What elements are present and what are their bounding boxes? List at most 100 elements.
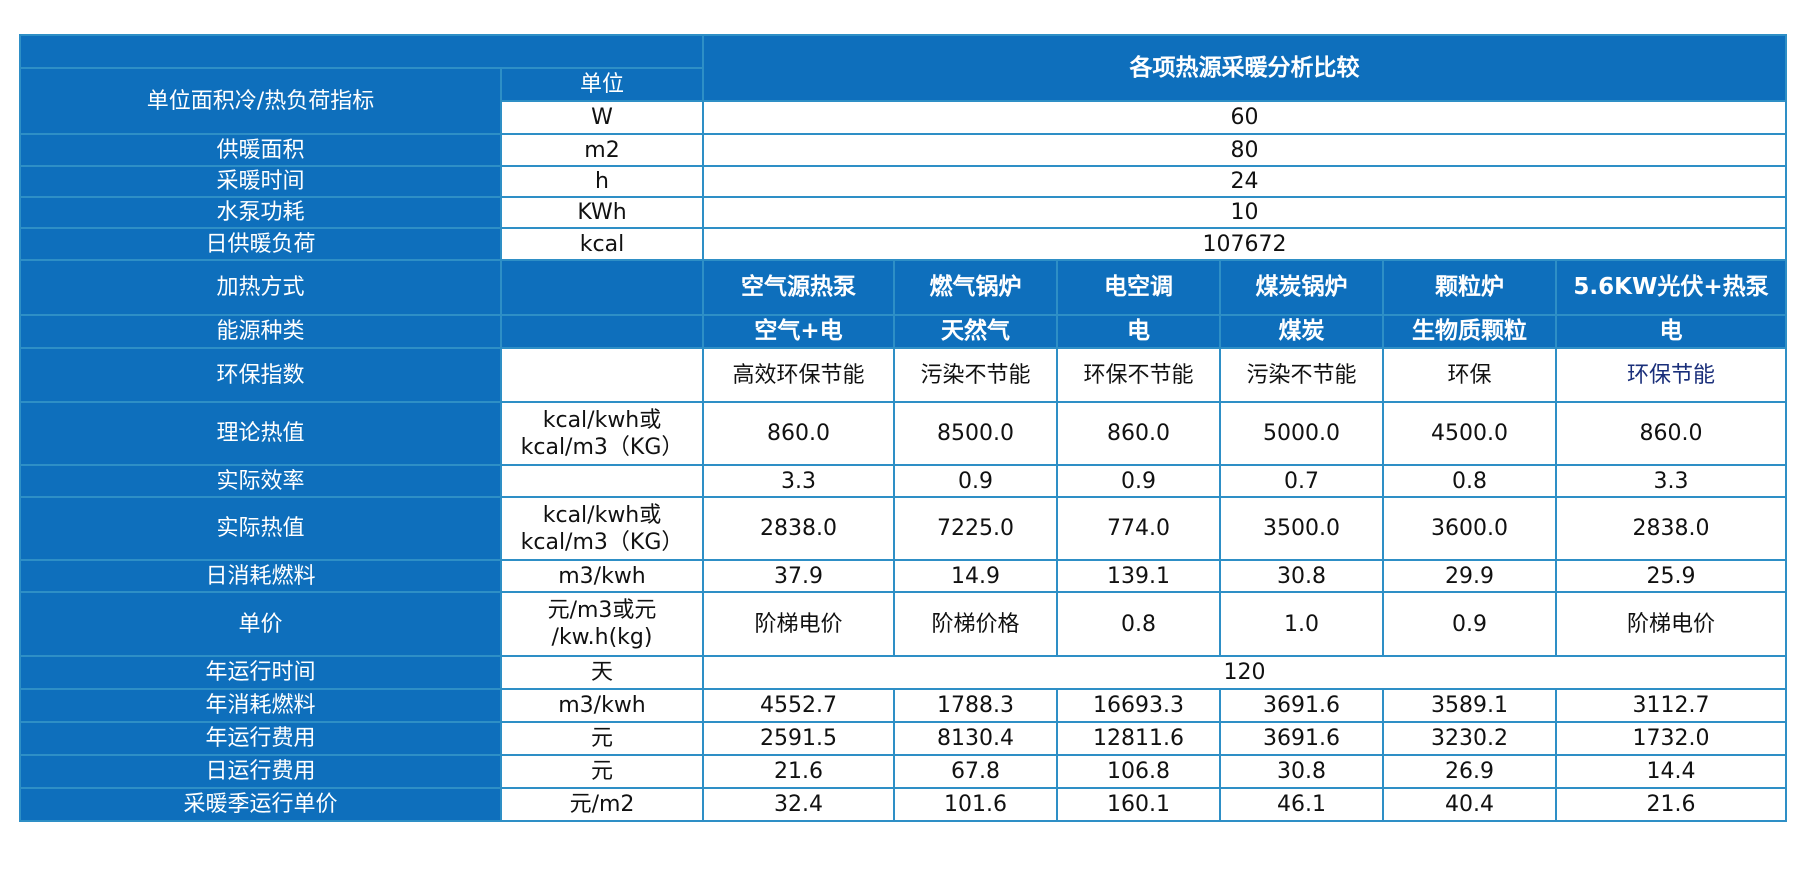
data-cell: 32.4 (702, 787, 895, 822)
heating-method-cell: 5.6KW光伏+热泵 (1555, 259, 1787, 316)
data-cell: 1788.3 (893, 688, 1058, 723)
heating-method-cell: 燃气锅炉 (893, 259, 1058, 316)
data-cell: 860.0 (1056, 401, 1221, 466)
energy-type-cell: 天然气 (893, 314, 1058, 349)
data-cell: 3.3 (702, 464, 895, 498)
param-label: 单位面积冷/热负荷指标 (19, 67, 502, 135)
data-cell: 21.6 (702, 754, 895, 789)
row-unit: 天 (500, 655, 704, 690)
data-cell: 2838.0 (702, 496, 895, 561)
row-label: 实际热值 (19, 496, 502, 561)
data-cell: 环保节能 (1555, 347, 1787, 403)
unit-line: /kw.h(kg) (551, 625, 653, 650)
row-label: 日消耗燃料 (19, 559, 502, 593)
param-value: 60 (702, 100, 1787, 135)
param-value: 10 (702, 196, 1787, 229)
data-cell: 860.0 (702, 401, 895, 466)
row-unit (500, 347, 704, 403)
data-cell: 774.0 (1056, 496, 1221, 561)
data-cell: 860.0 (1555, 401, 1787, 466)
data-cell: 3230.2 (1382, 721, 1557, 756)
row-label: 环保指数 (19, 347, 502, 403)
unit-line: kcal/m3（KG） (520, 529, 684, 555)
data-cell: 46.1 (1219, 787, 1384, 822)
row-label: 加热方式 (19, 259, 502, 316)
data-cell: 污染不节能 (893, 347, 1058, 403)
param-value: 107672 (702, 227, 1787, 261)
data-cell: 30.8 (1219, 559, 1384, 593)
row-label: 年消耗燃料 (19, 688, 502, 723)
data-cell: 3691.6 (1219, 688, 1384, 723)
data-cell: 0.8 (1056, 591, 1221, 657)
data-cell: 30.8 (1219, 754, 1384, 789)
row-unit: m3/kwh (500, 688, 704, 723)
energy-type-cell: 煤炭 (1219, 314, 1384, 349)
heat-source-comparison-table: 各项热源采暖分析比较 单位面积冷/热负荷指标 单位 W 60 供暖面积 m2 8… (19, 34, 1787, 822)
data-cell: 7225.0 (893, 496, 1058, 561)
data-cell: 3691.6 (1219, 721, 1384, 756)
data-cell: 4500.0 (1382, 401, 1557, 466)
data-cell: 16693.3 (1056, 688, 1221, 723)
data-cell: 25.9 (1555, 559, 1787, 593)
param-unit: h (500, 165, 704, 198)
param-unit: KWh (500, 196, 704, 229)
row-label: 年运行费用 (19, 721, 502, 756)
data-cell: 139.1 (1056, 559, 1221, 593)
data-cell: 26.9 (1382, 754, 1557, 789)
data-cell: 21.6 (1555, 787, 1787, 822)
row-unit: 元/m3或元/kw.h(kg) (500, 591, 704, 657)
data-cell: 8500.0 (893, 401, 1058, 466)
row-label: 年运行时间 (19, 655, 502, 690)
data-cell: 8130.4 (893, 721, 1058, 756)
unit-line: kcal/kwh或 (542, 407, 662, 433)
param-label: 水泵功耗 (19, 196, 502, 229)
data-cell: 12811.6 (1056, 721, 1221, 756)
data-cell: 阶梯电价 (1555, 591, 1787, 657)
row-unit (500, 259, 704, 316)
data-cell: 2838.0 (1555, 496, 1787, 561)
row-unit: kcal/kwh或 kcal/m3（KG） (500, 496, 704, 561)
row-unit: m3/kwh (500, 559, 704, 593)
energy-type-cell: 电 (1555, 314, 1787, 349)
data-cell: 3.3 (1555, 464, 1787, 498)
row-label: 实际效率 (19, 464, 502, 498)
data-cell: 160.1 (1056, 787, 1221, 822)
top-left-header-cell (19, 34, 704, 69)
data-cell: 14.9 (893, 559, 1058, 593)
data-cell: 14.4 (1555, 754, 1787, 789)
unit-line: kcal/kwh或 (542, 502, 662, 528)
data-cell: 3600.0 (1382, 496, 1557, 561)
data-cell: 高效环保节能 (702, 347, 895, 403)
data-cell: 67.8 (893, 754, 1058, 789)
param-label: 采暖时间 (19, 165, 502, 198)
data-cell: 0.9 (1056, 464, 1221, 498)
data-cell: 4552.7 (702, 688, 895, 723)
row-label: 采暖季运行单价 (19, 787, 502, 822)
data-cell: 1732.0 (1555, 721, 1787, 756)
row-label: 日运行费用 (19, 754, 502, 789)
data-cell: 29.9 (1382, 559, 1557, 593)
data-cell: 40.4 (1382, 787, 1557, 822)
param-unit: m2 (500, 133, 704, 167)
energy-type-cell: 电 (1056, 314, 1221, 349)
param-value: 24 (702, 165, 1787, 198)
data-cell: 3500.0 (1219, 496, 1384, 561)
data-cell: 环保 (1382, 347, 1557, 403)
data-cell: 阶梯电价 (702, 591, 895, 657)
energy-type-cell: 生物质颗粒 (1382, 314, 1557, 349)
row-unit: 元 (500, 754, 704, 789)
data-cell: 污染不节能 (1219, 347, 1384, 403)
row-unit: 元 (500, 721, 704, 756)
data-cell: 0.7 (1219, 464, 1384, 498)
data-cell: 环保不节能 (1056, 347, 1221, 403)
data-cell: 1.0 (1219, 591, 1384, 657)
row-unit: kcal/kwh或 kcal/m3（KG） (500, 401, 704, 466)
heating-method-cell: 颗粒炉 (1382, 259, 1557, 316)
data-cell: 阶梯价格 (893, 591, 1058, 657)
annual-time-value: 120 (702, 655, 1787, 690)
heating-method-cell: 煤炭锅炉 (1219, 259, 1384, 316)
row-label: 能源种类 (19, 314, 502, 349)
param-unit: kcal (500, 227, 704, 261)
unit-line: kcal/m3（KG） (520, 434, 684, 460)
data-cell: 5000.0 (1219, 401, 1384, 466)
